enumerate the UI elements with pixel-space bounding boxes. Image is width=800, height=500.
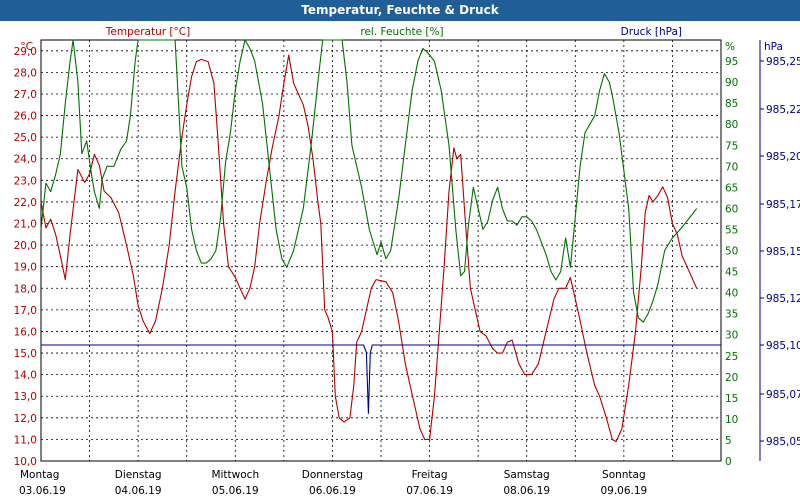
day-name-label: Dienstag — [115, 469, 162, 481]
legend-item: rel. Feuchte [%] — [360, 26, 443, 38]
humidity-tick-label: 85 — [725, 98, 738, 110]
series — [40, 39, 721, 443]
series-line-left — [40, 54, 698, 443]
temp-tick-label: 18,0 — [14, 283, 37, 295]
weather-chart: 10,0 11,0 12,0 13,0 14,0 15,0 16,0 17,0 18,0 19,0… — [14, 26, 800, 497]
series-line-right2 — [41, 344, 721, 414]
temp-tick-label: 21,0 — [14, 219, 37, 231]
humidity-tick-label: 55 — [725, 224, 738, 236]
humidity-tick-label: 35 — [725, 309, 738, 321]
day-date-label: 05.06.19 — [212, 485, 259, 497]
axis-unit-label: hPa — [764, 41, 783, 53]
day-name-label: Samstag — [504, 469, 550, 481]
day-date-label: 04.06.19 — [115, 485, 162, 497]
axes — [759, 40, 764, 461]
day-name-label: Mittwoch — [211, 469, 259, 481]
legend-item: Druck [hPa] — [621, 26, 682, 38]
day-name-label: Donnerstag — [302, 469, 363, 481]
temp-tick-label: 17,0 — [14, 305, 37, 317]
temp-tick-label: 26,0 — [14, 111, 37, 123]
temp-tick-label: 14,0 — [14, 370, 37, 382]
temp-tick-label: 16,0 — [14, 326, 37, 338]
pressure-tick-label: 985,10 — [766, 340, 800, 352]
pressure-tick-label: 985,07 — [766, 389, 800, 401]
humidity-tick-label: 45 — [725, 267, 738, 279]
humidity-tick-label: 60 — [725, 203, 738, 215]
day-name-label: Sonntag — [602, 469, 646, 481]
pressure-tick-label: 985,25 — [766, 56, 800, 68]
legend-item: Temperatur [°C] — [105, 26, 190, 38]
day-date-label: 09.06.19 — [600, 485, 647, 497]
temp-tick-label: 28,0 — [14, 67, 37, 79]
grid — [40, 39, 722, 462]
humidity-tick-label: 40 — [725, 288, 738, 300]
temp-tick-label: 25,0 — [14, 132, 37, 144]
humidity-tick-label: 10 — [725, 414, 738, 426]
temp-tick-label: 24,0 — [14, 154, 37, 166]
humidity-tick-label: 70 — [725, 161, 738, 173]
temp-tick-label: 11,0 — [14, 434, 37, 446]
day-name-label: Montag — [20, 469, 59, 481]
temp-tick-label: 19,0 — [14, 262, 37, 274]
temp-tick-label: 22,0 — [14, 197, 37, 209]
labels: 10,0 11,0 12,0 13,0 14,0 15,0 16,0 17,0 18,0 19,0… — [14, 26, 800, 497]
series-line-right1 — [40, 39, 698, 323]
temp-tick-label: 23,0 — [14, 175, 37, 187]
pressure-tick-label: 985,12 — [766, 293, 800, 305]
humidity-tick-label: 20 — [725, 372, 738, 384]
temp-tick-label: 27,0 — [14, 89, 37, 101]
humidity-tick-label: 30 — [725, 330, 738, 342]
humidity-tick-label: 95 — [725, 56, 738, 68]
chart-title: Temperatur, Feuchte & Druck — [0, 0, 800, 21]
axis-unit-label: % — [725, 41, 735, 53]
day-date-label: 03.06.19 — [19, 485, 66, 497]
humidity-tick-label: 25 — [725, 351, 738, 363]
temp-tick-label: 29,0 — [14, 46, 37, 58]
pressure-tick-label: 985,17 — [766, 199, 800, 211]
day-date-label: 08.06.19 — [503, 485, 550, 497]
pressure-tick-label: 985,20 — [766, 151, 800, 163]
temp-tick-label: 10,0 — [14, 456, 37, 468]
day-date-label: 06.06.19 — [309, 485, 356, 497]
pressure-tick-label: 985,22 — [766, 104, 800, 116]
temp-tick-label: 13,0 — [14, 391, 37, 403]
humidity-tick-label: 0 — [725, 456, 732, 468]
humidity-tick-label: 50 — [725, 246, 738, 258]
temp-tick-label: 20,0 — [14, 240, 37, 252]
temp-tick-label: 15,0 — [14, 348, 37, 360]
humidity-tick-label: 65 — [725, 182, 738, 194]
pressure-tick-label: 985,05 — [766, 436, 800, 448]
day-date-label: 07.06.19 — [406, 485, 453, 497]
humidity-tick-label: 5 — [725, 435, 732, 447]
pressure-tick-label: 985,15 — [766, 246, 800, 258]
day-name-label: Freitag — [412, 469, 448, 481]
humidity-tick-label: 75 — [725, 140, 738, 152]
humidity-tick-label: 90 — [725, 77, 738, 89]
humidity-tick-label: 15 — [725, 393, 738, 405]
axis-unit-label: °C — [20, 41, 33, 53]
humidity-tick-label: 80 — [725, 119, 738, 131]
temp-tick-label: 12,0 — [14, 413, 37, 425]
